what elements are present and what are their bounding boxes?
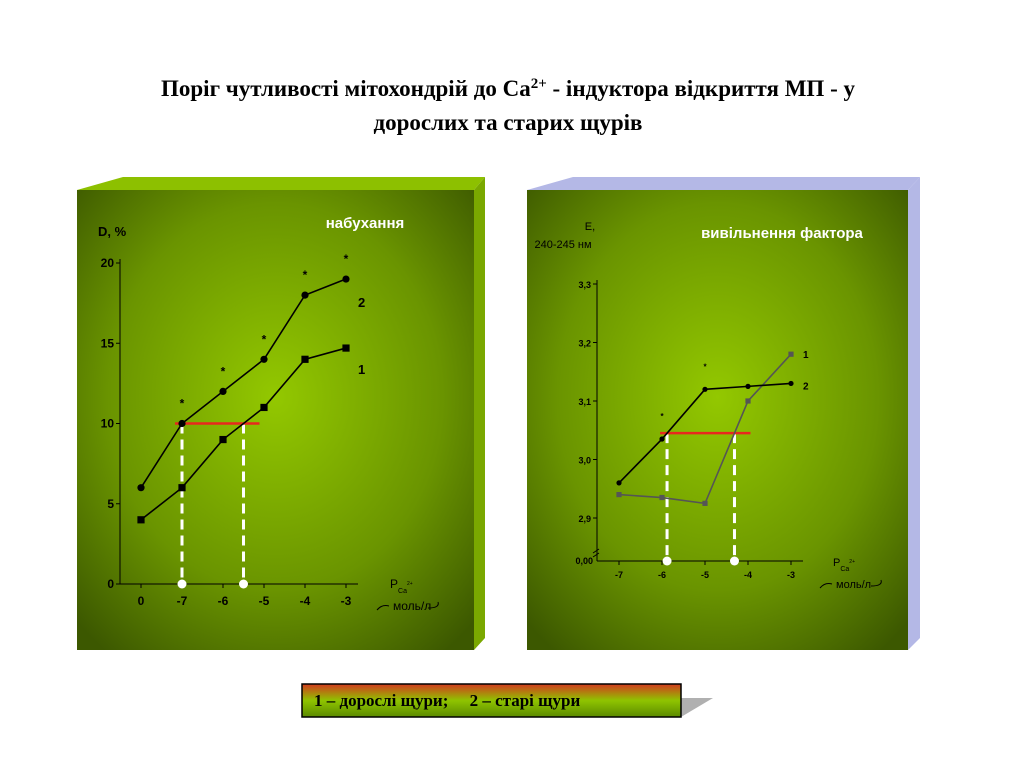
x-tick-label: -4 [300,594,311,608]
slide-title: дорослих та старих щурів [374,110,643,135]
series-line [140,347,347,521]
axis-break [592,548,600,558]
x-axis-unit: моль/л [836,579,871,591]
marker [219,387,227,395]
marker [137,484,145,492]
significance-mark: * [221,364,226,378]
threshold-point [177,579,187,589]
y-tick-label: 5 [107,497,114,511]
marker [342,344,350,352]
y-tick-label: 3,1 [578,397,591,407]
x-axis-unit: моль/л [393,599,431,613]
x-tick-label: 0 [138,594,145,608]
y-tick-label: 2,9 [578,514,591,524]
significance-mark: * [660,412,664,421]
x-axis-label: Ca [840,566,849,573]
marker [702,386,708,392]
y-axis-label: D, % [98,224,127,239]
significance-mark: * [703,362,707,371]
bracket [819,579,882,589]
y-axis-label: 240-245 нм [534,239,591,251]
x-axis-label: P [390,577,398,591]
marker [178,484,186,492]
y-tick-label: 0 [107,577,114,591]
series-label: 2 [358,295,365,310]
marker [137,516,145,524]
marker [616,492,622,498]
significance-mark: * [303,268,308,282]
x-tick-label: -5 [701,570,709,580]
x-tick-label: -7 [177,594,188,608]
marker [260,403,268,412]
marker [659,436,665,442]
legend-text: 1 – дорослі щури; 2 – старі щури [314,691,580,710]
y-tick-label: 0,00 [575,556,593,566]
marker [788,351,794,357]
marker [788,380,794,387]
x-axis-label: P [833,557,840,569]
x-axis-label: PCa2+ [390,577,413,595]
series-line [140,278,347,489]
x-tick-label: -5 [259,594,270,608]
y-tick-label: 20 [101,256,115,270]
panel [77,177,485,650]
marker [178,419,186,428]
marker [745,398,751,404]
x-tick-label: -3 [787,570,795,580]
y-tick-label: 15 [101,336,115,350]
threshold-point [662,556,672,566]
significance-mark: * [180,397,185,411]
x-axis-label: 2+ [849,559,855,565]
x-tick-label: -6 [658,570,666,580]
legend-shadow [681,698,713,717]
series-label: 2 [803,381,809,392]
chart-title: вивільнення фактора [701,225,863,242]
marker [301,355,309,363]
x-tick-label: -3 [341,594,352,608]
y-tick-label: 3,3 [578,280,591,290]
x-tick-label: -7 [615,570,623,580]
significance-mark: * [344,252,349,266]
threshold-point [729,556,739,566]
marker [219,435,227,444]
y-tick-label: 10 [101,417,115,431]
x-axis-label: Ca [398,588,407,595]
marker [342,275,350,283]
marker [260,355,268,363]
y-axis-label: E, [585,221,595,233]
threshold-point [239,579,248,589]
bracket [376,601,439,611]
marker [702,500,708,506]
marker [745,383,751,389]
legend-box [301,683,682,718]
series-label: 1 [358,362,365,377]
y-tick-label: 3,0 [578,456,591,466]
x-tick-label: -6 [218,594,229,608]
x-tick-label: -4 [744,570,752,580]
x-axis-label: 2+ [407,581,413,587]
marker [301,291,309,299]
y-tick-label: 3,2 [578,339,591,349]
panel [527,177,920,650]
marker [616,480,622,486]
slide-title: Поріг чутливості мітохондрій до Ca2+ - і… [161,76,855,101]
chart-title: набухання [326,215,405,232]
significance-mark: * [262,332,267,346]
x-axis-label: PCa2+ [833,557,855,573]
marker [659,494,665,501]
series-label: 1 [803,350,809,361]
